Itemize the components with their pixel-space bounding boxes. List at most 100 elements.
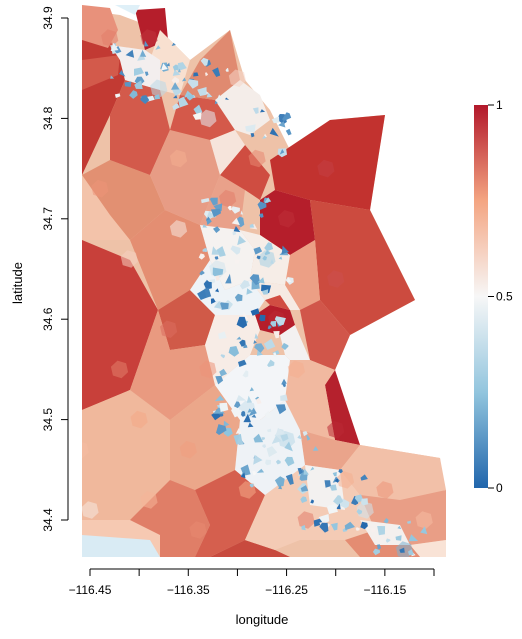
fine-cell: [219, 402, 229, 412]
fine-cell: [252, 471, 257, 476]
fine-cell: [253, 433, 264, 443]
region-cell: [160, 320, 178, 338]
y-tick-label: 34.5: [41, 408, 55, 432]
fine-cell: [237, 235, 246, 246]
fine-cell: [282, 112, 292, 121]
fine-cell: [406, 520, 411, 524]
fine-cell: [280, 433, 289, 442]
fine-cell: [184, 90, 193, 98]
fine-cell: [279, 149, 285, 155]
region-cell: [140, 491, 158, 509]
fine-cell: [233, 226, 241, 233]
fine-cell: [228, 346, 240, 357]
fine-cell: [275, 459, 281, 465]
fine-cell: [266, 446, 278, 458]
fine-cell: [324, 480, 331, 488]
fine-cell: [225, 97, 230, 100]
fine-cell: [198, 253, 205, 260]
fine-cell: [250, 133, 255, 138]
fine-cell: [218, 331, 227, 340]
voronoi-cell: [285, 240, 320, 310]
fine-cell: [186, 94, 194, 101]
fine-cell: [249, 483, 254, 488]
fine-cell: [249, 274, 261, 286]
fine-cell: [327, 504, 338, 514]
fine-cell: [110, 42, 119, 51]
fine-cell: [211, 246, 220, 255]
colorbar-gradient: [474, 105, 488, 488]
region-cell: [228, 69, 246, 87]
region-cell: [327, 270, 345, 288]
fine-cell: [264, 250, 270, 256]
fine-cell: [285, 128, 292, 136]
x-axis: −116.45 −116.35 −116.25 −116.15: [69, 568, 435, 597]
fine-cell: [275, 427, 285, 436]
fine-cell: [318, 514, 330, 524]
fine-cell: [367, 525, 371, 530]
fine-cell: [235, 428, 242, 434]
fine-cell: [177, 68, 181, 73]
fine-cell: [336, 503, 341, 510]
voronoi-cell: [190, 260, 265, 315]
fine-cell: [395, 535, 402, 541]
x-tick-label: −116.45: [69, 583, 112, 597]
fine-cell: [301, 525, 306, 531]
region-cell: [297, 511, 315, 529]
fine-cell: [252, 107, 259, 114]
fine-cell: [270, 320, 276, 327]
fine-cell: [262, 135, 267, 139]
fine-cell: [197, 87, 207, 96]
voronoi-cell: [130, 210, 210, 310]
region-cell: [62, 120, 79, 138]
region-cell: [356, 501, 374, 519]
fine-cell: [209, 279, 216, 284]
fine-cell: [231, 206, 240, 214]
fine-cell: [254, 333, 259, 339]
fine-cell: [273, 352, 277, 357]
voronoi-cell: [130, 480, 210, 557]
region-cell: [110, 360, 129, 379]
fine-cell: [255, 397, 262, 405]
fine-cell: [233, 401, 241, 409]
voronoi-map: [82, 5, 446, 557]
fine-cell: [172, 69, 181, 76]
fine-cell: [110, 75, 115, 79]
fine-cell: [178, 96, 189, 108]
fine-cell: [284, 456, 295, 467]
voronoi-cell: [115, 5, 140, 15]
fine-cell: [338, 469, 343, 474]
fine-cell: [240, 472, 246, 479]
fine-cell: [206, 92, 213, 98]
region-cell: [91, 179, 109, 198]
voronoi-cell: [82, 55, 120, 90]
fine-cell: [408, 534, 419, 542]
voronoi-cell: [82, 240, 158, 410]
fine-cell: [278, 484, 283, 490]
fine-cell: [217, 404, 221, 410]
fine-cell: [155, 45, 161, 50]
fine-cell: [238, 359, 247, 367]
voronoi-cell: [280, 325, 310, 360]
fine-cell: [319, 522, 329, 533]
fine-cell: [267, 428, 272, 433]
fine-cell: [408, 549, 414, 555]
voronoi-cell: [340, 445, 446, 500]
fine-cell: [278, 256, 283, 260]
fine-cell: [214, 395, 225, 402]
fine-cell-layer: [62, 29, 433, 557]
fine-cell: [213, 407, 225, 414]
region-cell: [317, 159, 335, 178]
fine-cell: [310, 466, 315, 471]
fine-cell: [287, 276, 292, 283]
fine-cell: [253, 246, 263, 255]
fine-cell: [271, 435, 282, 444]
fine-cell: [262, 255, 267, 261]
fine-cell: [274, 316, 286, 326]
voronoi-cell: [215, 355, 290, 420]
fine-cell: [193, 72, 199, 77]
colorbar: 00.51: [474, 98, 513, 495]
fine-cell: [371, 528, 376, 533]
voronoi-cell: [130, 310, 215, 420]
fine-cell: [399, 547, 405, 553]
